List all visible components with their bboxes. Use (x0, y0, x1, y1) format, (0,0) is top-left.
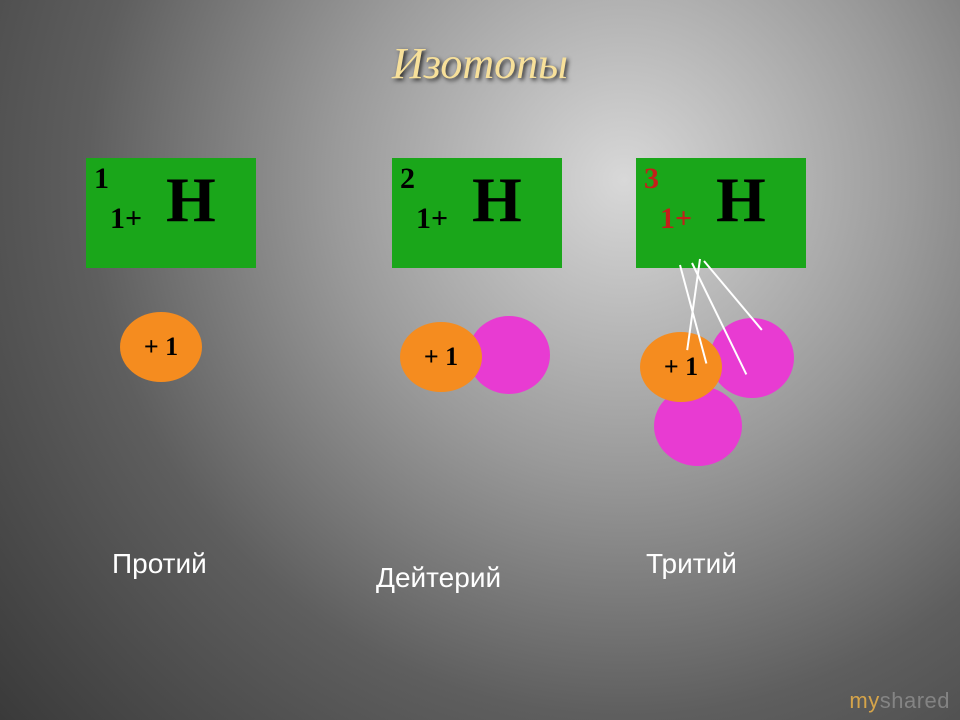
isotope-panel-tritium: 31+ H (636, 158, 806, 268)
proton: + 1 (120, 312, 202, 382)
isotope-label-protium: Протий (112, 548, 207, 580)
watermark-prefix: my (849, 688, 879, 713)
isotope-panel-deuterium: 21+ H (392, 158, 562, 268)
atomic-charge: 1+ (416, 202, 448, 236)
element-symbol: H (716, 168, 766, 232)
mass-number: 3 (644, 162, 659, 196)
watermark: myshared (849, 688, 950, 714)
element-symbol: H (166, 168, 216, 232)
atomic-charge: 1+ (660, 202, 692, 236)
isotope-panel-protium: 11+ H (86, 158, 256, 268)
watermark-suffix: shared (880, 688, 950, 713)
isotope-label-tritium: Тритий (646, 548, 737, 580)
proton: + 1 (640, 332, 722, 402)
slide-title: Изотопы (0, 38, 960, 89)
atomic-charge: 1+ (110, 202, 142, 236)
proton: + 1 (400, 322, 482, 392)
isotope-label-deuterium: Дейтерий (376, 562, 501, 594)
mass-number: 1 (94, 162, 109, 196)
element-symbol: H (472, 168, 522, 232)
slide-stage: Изотопы 11+H+ 1Протий21+H+ 1Дейтерий31+H… (0, 0, 960, 720)
mass-number: 2 (400, 162, 415, 196)
pointer-line (703, 260, 762, 330)
